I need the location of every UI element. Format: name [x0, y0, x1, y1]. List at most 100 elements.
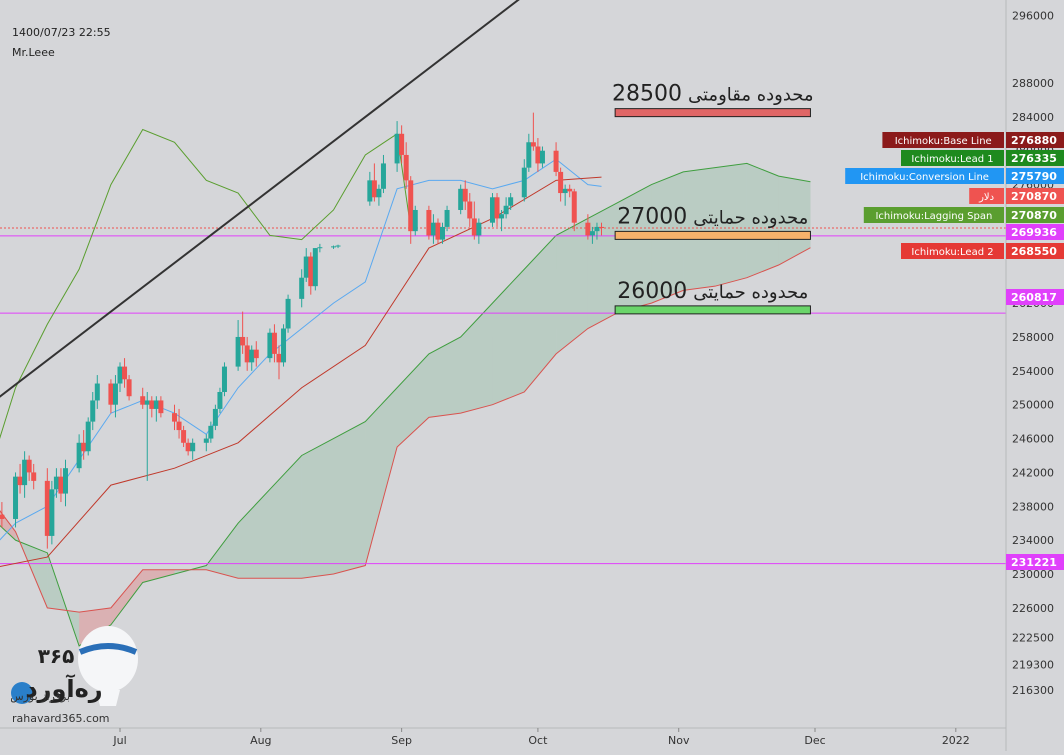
price-tag-value-box [1006, 224, 1064, 240]
price-tag-label-box [882, 132, 1004, 148]
candle-body [535, 146, 541, 164]
candle [22, 451, 28, 498]
trendline[interactable] [0, 0, 542, 409]
balloon-stripe [78, 643, 138, 655]
candle-body [253, 349, 259, 359]
price-tag-value: 270870 [1011, 209, 1057, 222]
cloud-segment [715, 163, 747, 287]
candle-body [585, 222, 591, 236]
candle-body [76, 442, 82, 469]
candle-body [440, 226, 446, 240]
candle-body [58, 476, 64, 494]
candle [426, 205, 432, 240]
cloud-segment [619, 184, 652, 312]
price-tag-value: 260817 [1011, 291, 1057, 304]
candle [26, 455, 32, 481]
lead1-line [0, 162, 811, 647]
candle [181, 425, 187, 448]
candle [558, 167, 564, 202]
cloud-segment [301, 438, 334, 579]
candle [371, 163, 377, 202]
candle [13, 472, 19, 528]
candle-body [380, 163, 386, 189]
candle [458, 184, 464, 215]
horizontal-lines [0, 227, 1006, 565]
zone-text: محدوده مقاومتی [688, 85, 814, 106]
candle [440, 222, 446, 244]
candle [149, 396, 155, 418]
candle-body [122, 366, 128, 380]
candle-body [435, 222, 441, 240]
candle-body [22, 459, 28, 486]
price-tag-value-box [1006, 132, 1064, 148]
header-author: Mr.Leee [12, 46, 55, 59]
price-tick-label: 246000 [1012, 433, 1054, 446]
candle [312, 248, 318, 291]
candle-body [13, 476, 19, 519]
candle-body [276, 353, 282, 363]
candle [508, 193, 514, 210]
candle [44, 468, 50, 549]
price-tag-value: 268550 [1011, 245, 1057, 258]
price-tag-label-box [845, 168, 1004, 184]
candle-body [494, 197, 500, 219]
cloud-segment [587, 201, 620, 329]
candle [499, 209, 505, 232]
candle [408, 176, 414, 244]
candle [31, 463, 37, 490]
candle [144, 391, 150, 481]
candle [276, 345, 282, 380]
candle [503, 197, 509, 219]
candle [240, 311, 246, 354]
price-tag-value: 270870 [1011, 190, 1057, 203]
candle-body [430, 222, 436, 236]
candle [585, 214, 591, 240]
candle-body [112, 383, 118, 405]
zone-label: 26000 محدوده حمایتی [617, 279, 808, 304]
candle-body [599, 226, 605, 229]
candle-body [499, 214, 505, 219]
time-axis-ticks: Jul Aug Sep Oct Nov Dec 2022 [112, 728, 970, 747]
candle-body [526, 142, 532, 168]
candle-body [508, 197, 514, 206]
candle-body [412, 209, 418, 232]
price-tick-label: 242000 [1012, 466, 1054, 479]
price-tag: 276335 Ichimoku:Lead 1 [901, 150, 1064, 166]
cloud-segment [110, 569, 143, 625]
candle-body [539, 150, 545, 164]
candle-body [185, 442, 191, 452]
candle-body [90, 400, 96, 422]
price-tag-label: Ichimoku:Lagging Span [875, 211, 992, 222]
time-tick-label: Nov [668, 734, 690, 747]
time-tick-label: Dec [804, 734, 825, 747]
watermark-url: rahavard365.com [12, 712, 110, 725]
candle-body [530, 142, 536, 147]
price-tag: 269936 [1006, 224, 1064, 240]
price-tag-value-box [1006, 150, 1064, 166]
candle-body [172, 413, 178, 422]
candle [90, 391, 96, 431]
price-tick-label: 238000 [1012, 500, 1054, 513]
candle-body [394, 133, 400, 164]
candle [567, 184, 573, 198]
candle [399, 125, 405, 164]
cloud-segment [333, 421, 366, 574]
cloud-segment [238, 489, 270, 579]
candle [526, 133, 532, 172]
candle [17, 463, 23, 494]
zone-value: 27000 [617, 204, 687, 229]
candle [467, 193, 473, 227]
candle-body [126, 379, 132, 397]
candle-body [26, 459, 32, 473]
time-tick-label: 2022 [942, 734, 970, 747]
zone-label: 28500 محدوده مقاومتی [612, 82, 814, 107]
candle-body [17, 476, 23, 486]
watermark-number: ۳۶۵ [38, 644, 75, 668]
candle-body [149, 400, 155, 409]
price-tag-label: دلار [978, 192, 994, 203]
price-axis[interactable] [1006, 0, 1064, 751]
price-tick-label: 258000 [1012, 331, 1054, 344]
candle [176, 408, 182, 439]
